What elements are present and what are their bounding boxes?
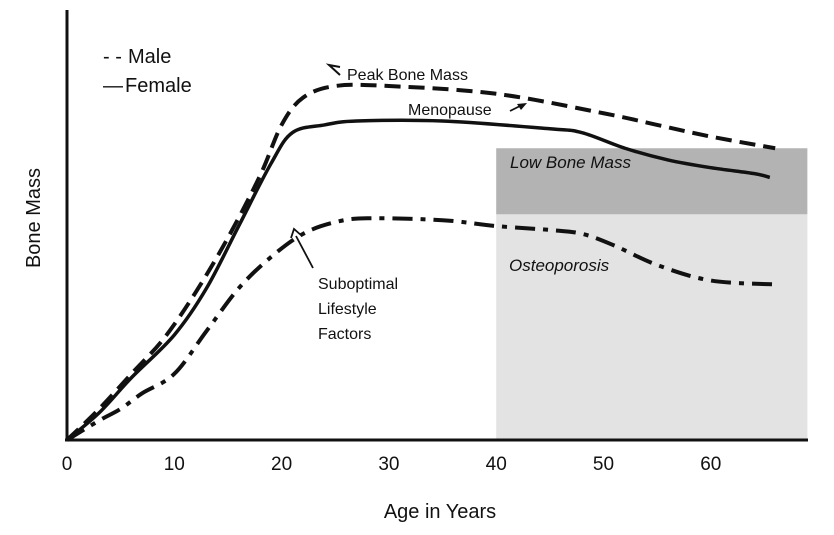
annotation-menopause: Menopause [408,102,527,119]
annotation-suboptimal-arrow-line [295,235,314,269]
annotation-peak-bone-mass-text: Peak Bone Mass [347,67,468,84]
annotation-suboptimal-arrowhead [290,227,303,239]
region-osteoporosis [496,214,808,440]
y-axis-title: Bone Mass [23,168,45,268]
annotation-menopause-text: Menopause [408,102,492,119]
x-tick-labels: 0 10 20 30 40 50 60 [62,454,722,475]
x-tick-label: 10 [164,454,185,475]
annotation-menopause-arrowhead [517,103,527,110]
x-axis-title: Age in Years [384,501,496,523]
annotation-suboptimal-line-1: Suboptimal [318,276,398,293]
annotation-suboptimal-lifestyle: Suboptimal Lifestyle Factors [290,227,398,343]
series-line-male [65,82,776,442]
region-label-low-bone-mass: Low Bone Mass [510,153,631,172]
legend-label-female: Female [125,75,192,97]
series-line-suboptimal-lifestyle-factors [65,216,776,442]
region-low-bone-mass [496,148,808,215]
legend-marker-male: - - [103,46,122,68]
legend-marker-female: — [103,75,123,97]
x-tick-label: 30 [378,454,399,475]
data-series [65,82,776,442]
x-tick-label: 40 [486,454,507,475]
x-tick-label: 50 [593,454,614,475]
annotation-suboptimal-line-3: Factors [318,326,371,343]
annotation-suboptimal-line-2: Lifestyle [318,301,377,318]
x-tick-label: 60 [700,454,721,475]
shaded-regions [496,148,808,440]
annotation-peak-bone-mass-arrow [325,63,341,76]
series-line-female [65,118,771,442]
x-tick-label: 20 [271,454,292,475]
x-tick-label: 0 [62,454,73,475]
legend: - - Male — Female [103,46,192,97]
region-label-osteoporosis: Osteoporosis [509,256,610,275]
legend-label-male: Male [128,46,171,68]
annotation-peak-bone-mass: Peak Bone Mass [325,63,468,84]
